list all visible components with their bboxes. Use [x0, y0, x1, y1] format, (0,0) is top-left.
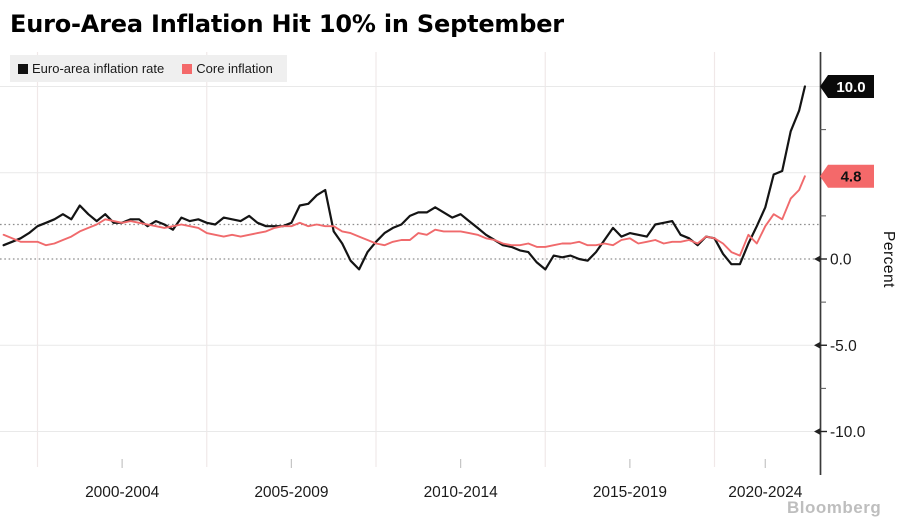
y-tick-label: -5.0	[830, 338, 857, 355]
series-line-0	[2, 85, 807, 271]
y-tick-arrow-icon	[814, 255, 820, 263]
series-line-1	[2, 175, 806, 257]
value-tag-label-1: 4.8	[841, 169, 862, 186]
y-axis-title: Percent	[880, 231, 897, 288]
bloomberg-watermark: Bloomberg	[787, 498, 882, 517]
chart-legend: Euro-area inflation rate Core inflation	[10, 55, 287, 82]
x-tick-label: 2020-2024	[728, 484, 803, 501]
value-tag-1	[820, 164, 874, 188]
value-tag-label-0: 10.0	[836, 79, 865, 96]
legend-swatch-icon	[182, 63, 193, 74]
legend-label: Core inflation	[196, 61, 273, 76]
y-axis-title-wrap: Percent	[879, 52, 897, 467]
legend-item-0: Euro-area inflation rate	[18, 61, 164, 76]
y-tick-label: -10.0	[830, 424, 866, 441]
y-tick-arrow-icon	[814, 342, 820, 349]
x-tick-label: 2015-2019	[593, 484, 667, 501]
legend-item-1: Core inflation	[182, 61, 273, 76]
x-tick-label: 2000-2004	[85, 484, 160, 501]
y-tick-label: 0.0	[830, 252, 852, 269]
x-tick-label: 2005-2009	[254, 484, 328, 501]
y-tick-arrow-icon	[814, 428, 820, 435]
x-tick-label: 2010-2014	[424, 484, 499, 501]
chart-title: Euro-Area Inflation Hit 10% in September	[10, 10, 564, 38]
legend-label: Euro-area inflation rate	[32, 61, 165, 76]
legend-swatch-icon	[18, 63, 28, 74]
value-tag-0	[820, 75, 874, 98]
